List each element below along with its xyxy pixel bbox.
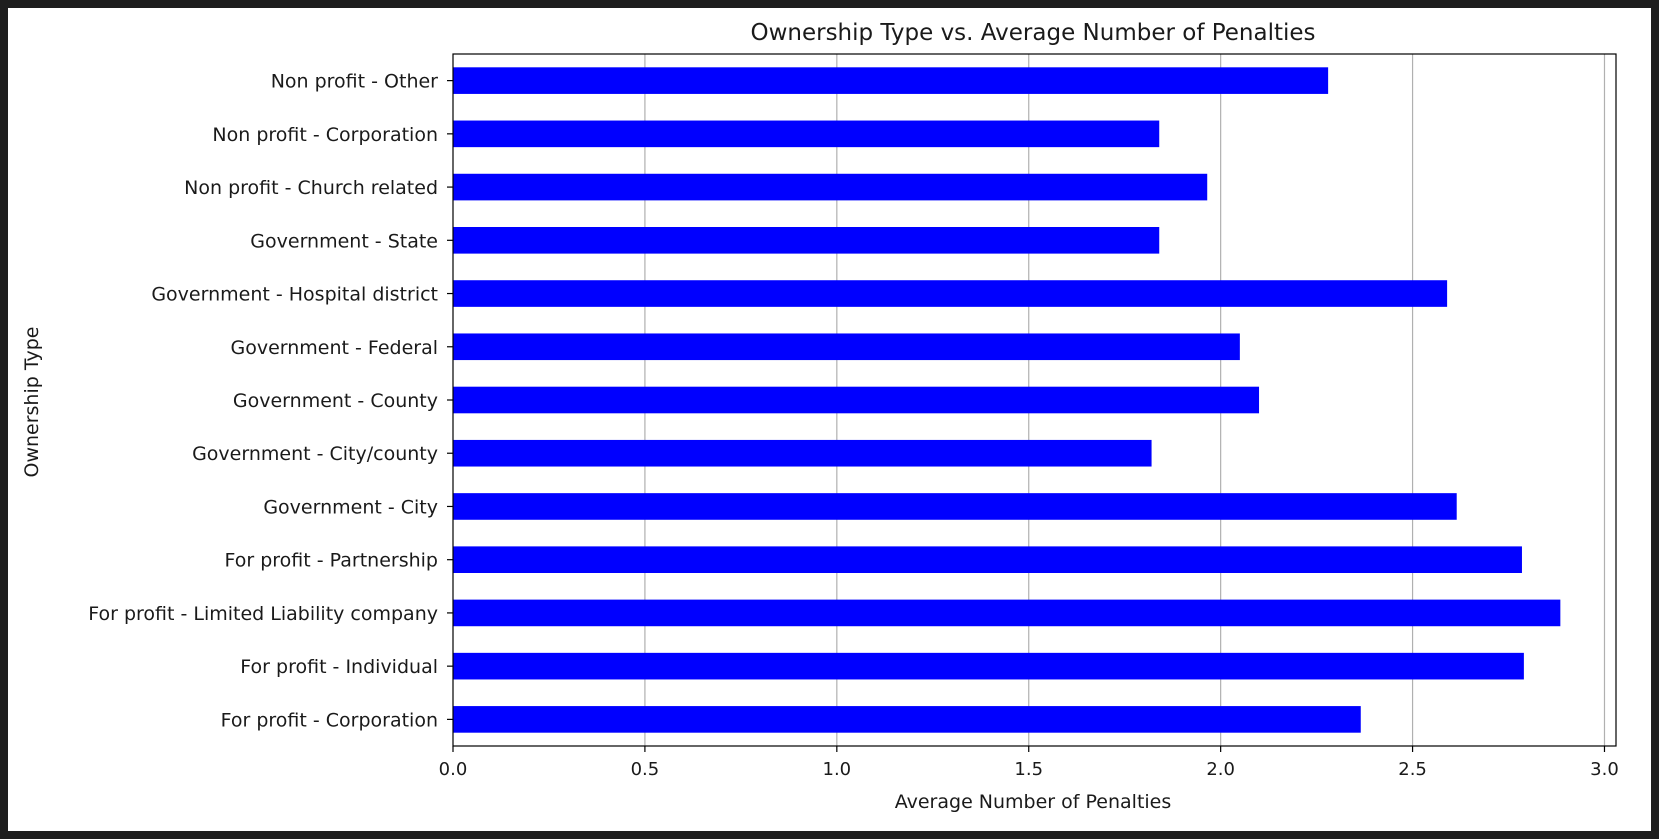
bar (453, 439, 1152, 467)
x-ticks: 0.0 0.5 1.0 1.5 2.0 2.5 3.0 (439, 746, 1619, 780)
y-ticks: Non profit - Other Non profit - Corporati… (88, 71, 453, 731)
bars (453, 67, 1561, 733)
y-tick-label: Non profit - Corporation (212, 124, 438, 146)
y-tick-label: Government - State (250, 230, 438, 252)
chart-title: Ownership Type vs. Average Number of Pen… (750, 20, 1315, 46)
bar (453, 173, 1208, 201)
bar (453, 599, 1561, 627)
y-tick-label: Government - County (233, 390, 438, 412)
y-tick-label: Non profit - Church related (184, 177, 438, 199)
x-tick-label: 0.0 (439, 759, 468, 780)
bar (453, 333, 1240, 361)
y-tick-label: Government - City (263, 496, 438, 518)
y-tick-label: For profit - Individual (240, 656, 438, 678)
bar (453, 652, 1524, 680)
bar (453, 120, 1160, 148)
y-tick-label: Government - Hospital district (151, 284, 438, 306)
y-tick-label: For profit - Limited Liability company (88, 603, 438, 625)
x-tick-label: 3.0 (1590, 759, 1619, 780)
x-tick-label: 0.5 (631, 759, 660, 780)
bar (453, 67, 1329, 94)
y-tick-label: Government - Federal (231, 337, 439, 359)
x-axis-label: Average Number of Penalties (895, 791, 1172, 813)
bar (453, 706, 1361, 733)
bar (453, 386, 1260, 414)
bar (453, 493, 1457, 520)
bar (453, 227, 1160, 254)
y-tick-label: For profit - Corporation (221, 709, 438, 731)
bar (453, 280, 1448, 307)
y-tick-label: Non profit - Other (271, 71, 438, 93)
x-tick-label: 2.0 (1206, 759, 1235, 780)
x-tick-label: 1.0 (823, 759, 852, 780)
y-tick-label: Government - City/county (192, 443, 438, 465)
x-tick-label: 2.5 (1398, 759, 1427, 780)
y-tick-label: For profit - Partnership (225, 550, 439, 572)
x-tick-label: 1.5 (1014, 759, 1043, 780)
y-axis-label: Ownership Type (21, 327, 43, 478)
bar (453, 546, 1522, 573)
